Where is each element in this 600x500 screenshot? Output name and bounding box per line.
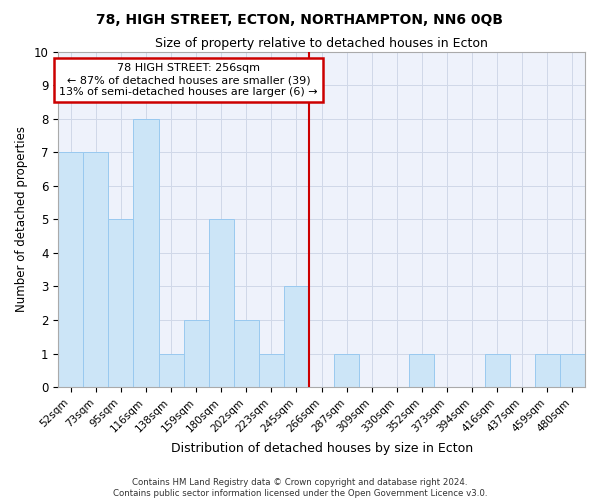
Text: 78, HIGH STREET, ECTON, NORTHAMPTON, NN6 0QB: 78, HIGH STREET, ECTON, NORTHAMPTON, NN6… xyxy=(97,12,503,26)
Title: Size of property relative to detached houses in Ecton: Size of property relative to detached ho… xyxy=(155,38,488,51)
Bar xyxy=(560,354,585,387)
Bar xyxy=(334,354,359,387)
Text: Contains HM Land Registry data © Crown copyright and database right 2024.
Contai: Contains HM Land Registry data © Crown c… xyxy=(113,478,487,498)
Bar xyxy=(535,354,560,387)
Bar xyxy=(259,354,284,387)
Y-axis label: Number of detached properties: Number of detached properties xyxy=(15,126,28,312)
Bar xyxy=(109,220,133,387)
Bar xyxy=(234,320,259,387)
Bar xyxy=(485,354,510,387)
Bar xyxy=(133,119,158,387)
Bar xyxy=(284,286,309,387)
Bar xyxy=(209,220,234,387)
Text: 78 HIGH STREET: 256sqm
← 87% of detached houses are smaller (39)
13% of semi-det: 78 HIGH STREET: 256sqm ← 87% of detached… xyxy=(59,64,318,96)
Bar xyxy=(158,354,184,387)
Bar xyxy=(58,152,83,387)
Bar xyxy=(184,320,209,387)
Bar xyxy=(409,354,434,387)
Bar xyxy=(83,152,109,387)
X-axis label: Distribution of detached houses by size in Ecton: Distribution of detached houses by size … xyxy=(170,442,473,455)
